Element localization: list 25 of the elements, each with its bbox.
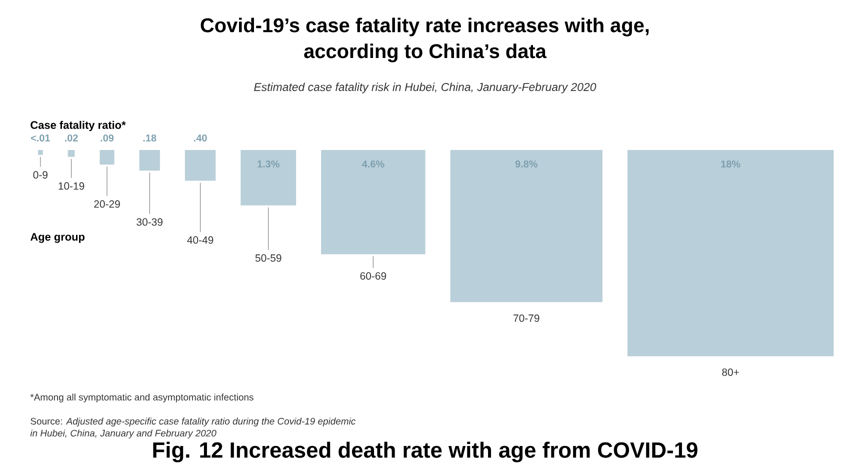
- category-label: 20-29: [94, 200, 120, 208]
- text: *Among all symptomatic and asymptomatic infections: [30, 394, 254, 402]
- data-label: 4.6%: [362, 160, 384, 168]
- text: Case fatality ratio*: [30, 120, 126, 132]
- category-label: 50-59: [255, 254, 282, 262]
- category-label: 0-9: [33, 171, 48, 179]
- caption: Fig. 12 Increased death rate with age from COVID-19: [153, 442, 698, 462]
- category-label: 80+: [722, 368, 739, 376]
- data-label: 18%: [721, 160, 740, 168]
- data-label: .40: [194, 134, 207, 142]
- data-label: .09: [100, 134, 114, 142]
- data-label: .02: [65, 134, 78, 142]
- text: Estimated case fatality risk in Hubei, China, January-February 2020: [254, 82, 596, 94]
- text: Covid-19’s case fatality rate increases with age, according to China’s data: [200, 18, 649, 62]
- category-label: 40-49: [187, 236, 214, 244]
- category-label: 30-39: [136, 218, 162, 226]
- category-label: 60-69: [360, 272, 386, 280]
- data-label: 1.3%: [258, 160, 280, 168]
- source-note: Source: Adjusted age-specific case fatality ratio during the Covid-19 epidemic in Hubei, China, January and February 2020: [30, 418, 356, 438]
- data-label: .18: [143, 134, 156, 142]
- category-label: 70-79: [514, 314, 540, 322]
- data-label: 9.8%: [515, 160, 538, 168]
- text: Age group: [30, 233, 85, 243]
- data-label: <.01: [31, 134, 50, 142]
- category-label: 10-19: [58, 182, 84, 190]
